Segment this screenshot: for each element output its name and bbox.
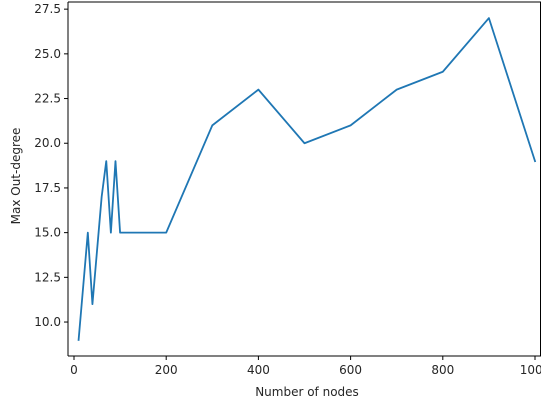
x-tick-label: 1000 [520,363,541,377]
y-tick-label: 20.0 [34,136,61,150]
x-tick-label: 400 [247,363,270,377]
x-tick-label: 0 [70,363,78,377]
series-layer [77,17,537,341]
x-axis-label: Number of nodes [255,385,359,399]
y-axis: 10.0 12.5 15.0 17.5 20.0 22.5 25.0 27.5 [34,2,68,329]
y-tick-label: 22.5 [34,92,61,106]
plot-area: 0 200 400 600 800 1000 10.0 12.5 15.0 17.5 20.0 22… [34,1,541,377]
series-line [77,17,537,341]
y-tick-label: 27.5 [34,2,61,16]
y-tick-label: 17.5 [34,181,61,195]
y-tick-label: 10.0 [34,315,61,329]
x-tick-label: 600 [339,363,362,377]
x-tick-label: 800 [431,363,454,377]
y-tick-label: 25.0 [34,47,61,61]
x-axis: 0 200 400 600 800 1000 [70,356,541,377]
y-tick-label: 12.5 [34,270,61,284]
axes-frame [67,1,541,357]
y-tick-label: 15.0 [34,226,61,240]
y-axis-label: Max Out-degree [9,128,23,225]
x-tick-label: 200 [155,363,178,377]
